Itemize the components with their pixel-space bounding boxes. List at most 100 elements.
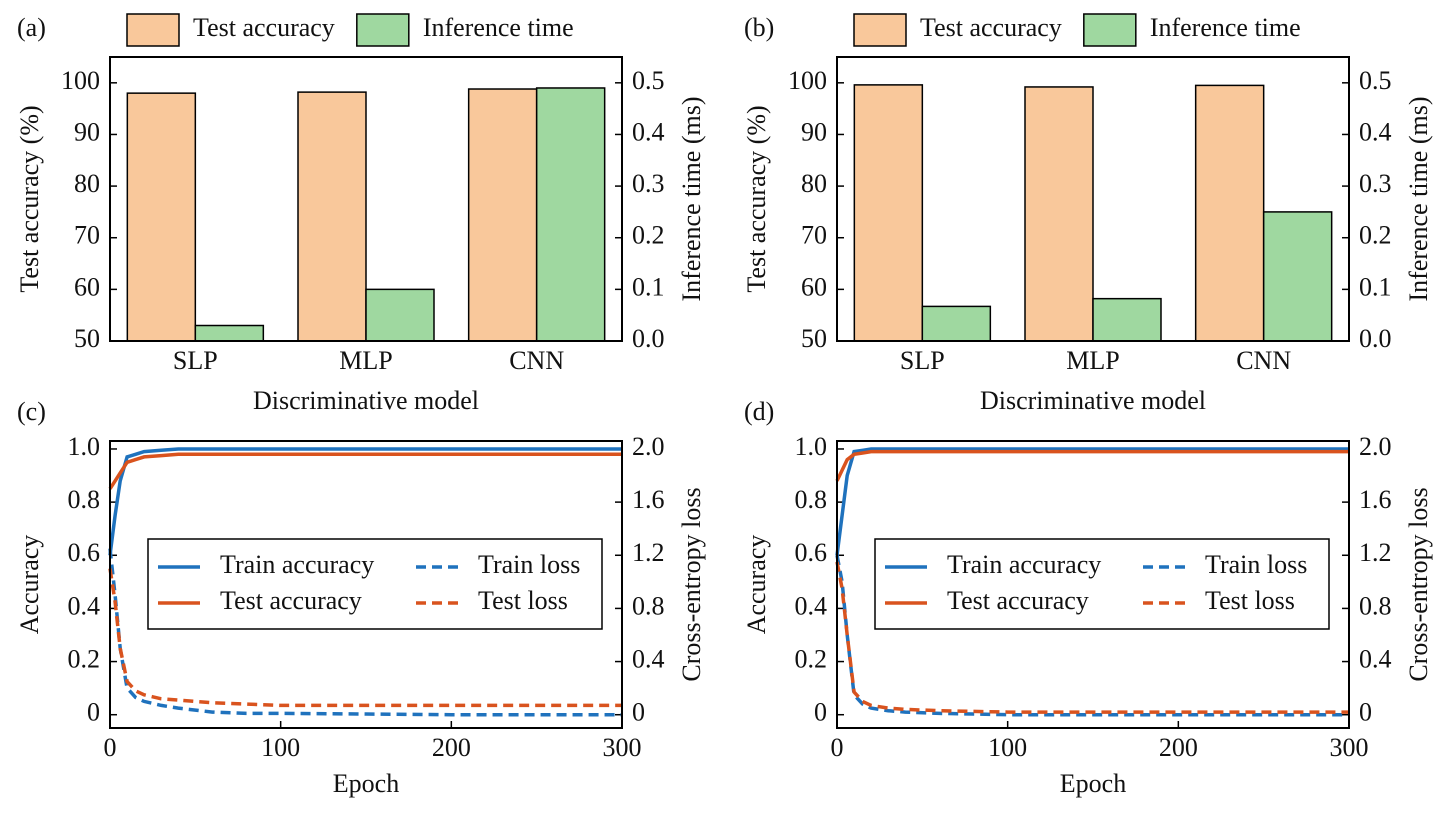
x-tick-label: SLP xyxy=(900,346,945,375)
y2-tick-label: 0.4 xyxy=(632,645,665,674)
y2-tick-label: 2.0 xyxy=(1359,432,1392,461)
x-tick-label: MLP xyxy=(1066,346,1119,375)
y-tick-label: 70 xyxy=(74,221,100,250)
legend-label: Test accuracy xyxy=(920,13,1062,42)
x-tick-label: 0 xyxy=(831,733,844,762)
y2-tick-label: 1.2 xyxy=(1359,538,1392,567)
y-tick-label: 60 xyxy=(74,272,100,301)
y-tick-label: 0.6 xyxy=(68,538,101,567)
y-tick-label: 90 xyxy=(74,117,100,146)
panel-label: (b) xyxy=(744,13,774,42)
bar xyxy=(1262,211,1333,342)
legend-box xyxy=(147,538,603,630)
y2-tick-label: 0 xyxy=(632,698,645,727)
y-tick-label: 0.2 xyxy=(68,645,101,674)
x-tick-label: CNN xyxy=(1236,346,1291,375)
legend-label: Train loss xyxy=(1205,550,1307,579)
y2-tick-label: 0.4 xyxy=(632,117,665,146)
line xyxy=(108,447,622,556)
y-tick-label: 0 xyxy=(87,698,100,727)
legend-label: Test loss xyxy=(1205,586,1295,615)
x-tick-label: 100 xyxy=(988,733,1027,762)
x-tick-label: MLP xyxy=(339,346,392,375)
x-axis-label: Discriminative model xyxy=(980,386,1206,415)
y2-tick-label: 2.0 xyxy=(632,432,665,461)
legend-swatch xyxy=(356,13,410,47)
y2-tick-label: 0.3 xyxy=(632,169,665,198)
y2-tick-label: 0.8 xyxy=(632,591,665,620)
legend-box xyxy=(874,538,1330,630)
y-axis-label: Test accuracy (%) xyxy=(15,105,44,292)
y2-tick-label: 0.2 xyxy=(1359,221,1392,250)
y2-tick-label: 0.0 xyxy=(1359,324,1392,353)
legend-label: Inference time xyxy=(423,13,574,42)
y2-tick-label: 1.2 xyxy=(632,538,665,567)
y-tick-label: 80 xyxy=(74,169,100,198)
y-axis-label: Test accuracy (%) xyxy=(742,105,771,292)
legend-swatch xyxy=(126,13,180,47)
bar xyxy=(1092,297,1162,342)
x-tick-label: 0 xyxy=(104,733,117,762)
line xyxy=(108,452,622,490)
y-tick-label: 0.8 xyxy=(68,485,101,514)
bar xyxy=(297,91,367,342)
x-axis-label: Discriminative model xyxy=(253,386,479,415)
y-axis-label: Accuracy xyxy=(15,535,44,635)
y2-tick-label: 0.1 xyxy=(632,272,665,301)
bar xyxy=(126,92,197,342)
y2-tick-label: 0.1 xyxy=(1359,272,1392,301)
legend-label: Inference time xyxy=(1150,13,1301,42)
bar xyxy=(1194,84,1265,342)
y-tick-label: 0.2 xyxy=(795,645,828,674)
y2-tick-label: 0 xyxy=(1359,698,1372,727)
y-tick-label: 100 xyxy=(788,66,827,95)
y-tick-label: 50 xyxy=(801,324,827,353)
x-tick-label: SLP xyxy=(173,346,218,375)
legend-label: Test accuracy xyxy=(220,586,362,615)
y2-tick-label: 0.4 xyxy=(1359,117,1392,146)
x-tick-label: CNN xyxy=(509,346,564,375)
y-tick-label: 0.4 xyxy=(795,591,828,620)
y-tick-label: 100 xyxy=(61,66,100,95)
legend-label: Train loss xyxy=(478,550,580,579)
legend-label: Test accuracy xyxy=(947,586,1089,615)
y2-tick-label: 1.6 xyxy=(632,485,665,514)
legend-label: Test loss xyxy=(478,586,568,615)
y2-axis-label: Cross-entropy loss xyxy=(1404,487,1433,681)
y2-tick-label: 1.6 xyxy=(1359,485,1392,514)
bar xyxy=(853,84,924,342)
plot-frame xyxy=(109,440,623,729)
bar xyxy=(535,87,606,342)
plot-frame xyxy=(836,56,1350,342)
line xyxy=(835,561,1349,714)
y-tick-label: 60 xyxy=(801,272,827,301)
y-tick-label: 70 xyxy=(801,221,827,250)
legend-swatch xyxy=(1083,13,1137,47)
y-tick-label: 1.0 xyxy=(68,432,101,461)
bar xyxy=(194,324,265,342)
y2-axis-label: Inference time (ms) xyxy=(677,96,706,301)
y-tick-label: 80 xyxy=(801,169,827,198)
y-tick-label: 1.0 xyxy=(795,432,828,461)
x-tick-label: 300 xyxy=(603,733,642,762)
y-tick-label: 50 xyxy=(74,324,100,353)
x-tick-label: 200 xyxy=(432,733,471,762)
x-axis-label: Epoch xyxy=(1060,769,1126,798)
x-axis-label: Epoch xyxy=(333,769,399,798)
y2-tick-label: 0.5 xyxy=(1359,66,1392,95)
y2-tick-label: 0.3 xyxy=(1359,169,1392,198)
y2-tick-label: 0.2 xyxy=(632,221,665,250)
legend-label: Train accuracy xyxy=(947,550,1101,579)
panel-label: (d) xyxy=(744,397,774,426)
line xyxy=(835,554,1349,717)
bar xyxy=(921,305,992,342)
y2-tick-label: 0.8 xyxy=(1359,591,1392,620)
y-axis-label: Accuracy xyxy=(742,535,771,635)
y-tick-label: 0.8 xyxy=(795,485,828,514)
panel-label: (c) xyxy=(17,397,46,426)
legend-swatch xyxy=(853,13,907,47)
plot-frame xyxy=(836,440,1350,729)
y-tick-label: 90 xyxy=(801,117,827,146)
line xyxy=(108,548,622,717)
y-tick-label: 0.6 xyxy=(795,538,828,567)
